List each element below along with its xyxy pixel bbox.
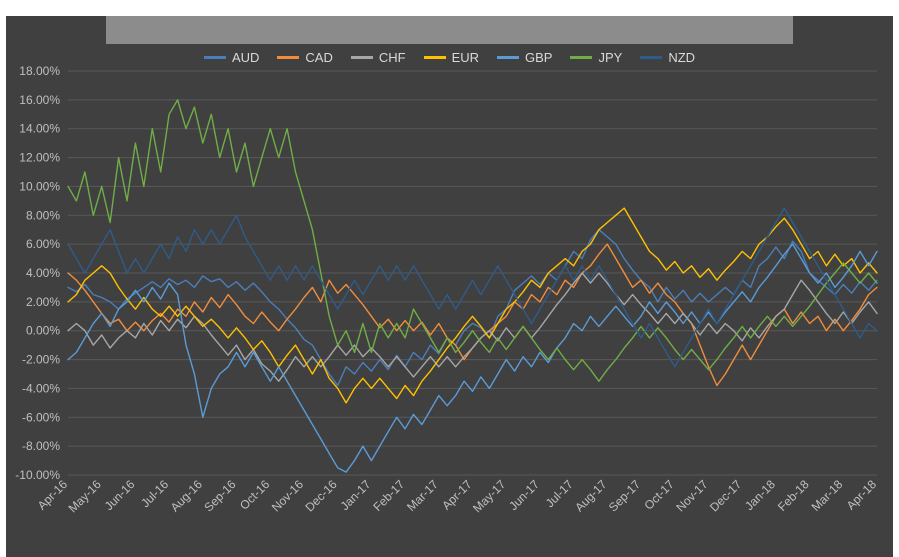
svg-text:Jun-16: Jun-16: [102, 477, 138, 513]
svg-text:May-17: May-17: [470, 477, 508, 515]
legend-label: NZD: [668, 50, 695, 65]
svg-text:Jan-18: Jan-18: [742, 477, 778, 513]
legend-swatch: [424, 56, 446, 59]
svg-text:Apr-18: Apr-18: [844, 477, 880, 513]
chart-title-bar: [106, 16, 793, 44]
series-cad: [68, 244, 877, 385]
svg-text:Jun-17: Jun-17: [506, 477, 542, 513]
svg-text:10.00%: 10.00%: [19, 179, 60, 193]
svg-text:Dec-16: Dec-16: [303, 477, 340, 514]
svg-text:Jan-17: Jan-17: [338, 477, 374, 513]
legend-label: GBP: [525, 50, 552, 65]
legend-item-nzd: NZD: [640, 50, 695, 65]
chart-frame: AUD CAD CHF EUR GBP JPY NZD -10.00% -8.00% -6.00…: [6, 16, 893, 557]
series-aud: [68, 230, 877, 386]
legend-item-gbp: GBP: [497, 50, 552, 65]
series-jpy: [68, 100, 877, 381]
svg-text:2.00%: 2.00%: [26, 295, 60, 309]
legend-item-eur: EUR: [424, 50, 479, 65]
legend-label: CHF: [379, 50, 406, 65]
svg-text:Jul-17: Jul-17: [543, 477, 576, 510]
legend-label: AUD: [232, 50, 259, 65]
series-nzd: [68, 208, 877, 367]
svg-text:Nov-16: Nov-16: [269, 477, 306, 514]
legend-label: CAD: [305, 50, 332, 65]
legend-label: EUR: [452, 50, 479, 65]
svg-text:Aug-17: Aug-17: [572, 477, 609, 514]
legend-label: JPY: [598, 50, 622, 65]
legend-item-aud: AUD: [204, 50, 259, 65]
legend-swatch: [497, 56, 519, 59]
svg-text:Jul-16: Jul-16: [138, 477, 171, 510]
legend-item-jpy: JPY: [570, 50, 622, 65]
svg-text:Feb-18: Feb-18: [775, 477, 812, 514]
series-eur: [68, 208, 877, 403]
svg-text:Nov-17: Nov-17: [673, 477, 710, 514]
svg-text:Oct-16: Oct-16: [237, 477, 273, 513]
svg-text:Oct-17: Oct-17: [642, 477, 678, 513]
svg-text:Mar-17: Mar-17: [404, 477, 441, 514]
svg-text:Sep-16: Sep-16: [201, 477, 238, 514]
plot-area-wrap: -10.00% -8.00% -6.00% -4.00% -2.00% 0.00% 2.00…: [6, 65, 893, 535]
svg-text:Mar-18: Mar-18: [809, 477, 846, 514]
svg-text:14.00%: 14.00%: [19, 122, 60, 136]
svg-text:Apr-16: Apr-16: [35, 477, 71, 513]
svg-text:16.00%: 16.00%: [19, 93, 60, 107]
svg-text:-6.00%: -6.00%: [22, 410, 60, 424]
legend-item-chf: CHF: [351, 50, 406, 65]
svg-text:Apr-17: Apr-17: [439, 477, 475, 513]
legend-item-cad: CAD: [277, 50, 332, 65]
svg-text:-4.00%: -4.00%: [22, 381, 60, 395]
svg-text:Feb-17: Feb-17: [370, 477, 407, 514]
svg-text:-2.00%: -2.00%: [22, 353, 60, 367]
series-chf: [68, 273, 877, 381]
chart-legend: AUD CAD CHF EUR GBP JPY NZD: [6, 50, 893, 65]
svg-text:12.00%: 12.00%: [19, 151, 60, 165]
svg-text:4.00%: 4.00%: [26, 266, 60, 280]
svg-text:0.00%: 0.00%: [26, 324, 60, 338]
legend-swatch: [570, 56, 592, 59]
chart-container: AUD CAD CHF EUR GBP JPY NZD -10.00% -8.00% -6.00…: [0, 0, 899, 557]
svg-text:Aug-16: Aug-16: [168, 477, 205, 514]
svg-text:-10.00%: -10.00%: [15, 468, 60, 482]
series-gbp: [68, 244, 877, 472]
legend-swatch: [277, 56, 299, 59]
svg-text:Dec-17: Dec-17: [707, 477, 744, 514]
svg-text:8.00%: 8.00%: [26, 208, 60, 222]
legend-swatch: [640, 56, 662, 59]
svg-text:18.00%: 18.00%: [19, 65, 60, 78]
legend-swatch: [351, 56, 373, 59]
svg-text:May-16: May-16: [66, 477, 104, 515]
plot-svg: -10.00% -8.00% -6.00% -4.00% -2.00% 0.00% 2.00…: [6, 65, 893, 535]
svg-text:6.00%: 6.00%: [26, 237, 60, 251]
svg-text:-8.00%: -8.00%: [22, 439, 60, 453]
legend-swatch: [204, 56, 226, 59]
svg-text:Sep-17: Sep-17: [606, 477, 643, 514]
